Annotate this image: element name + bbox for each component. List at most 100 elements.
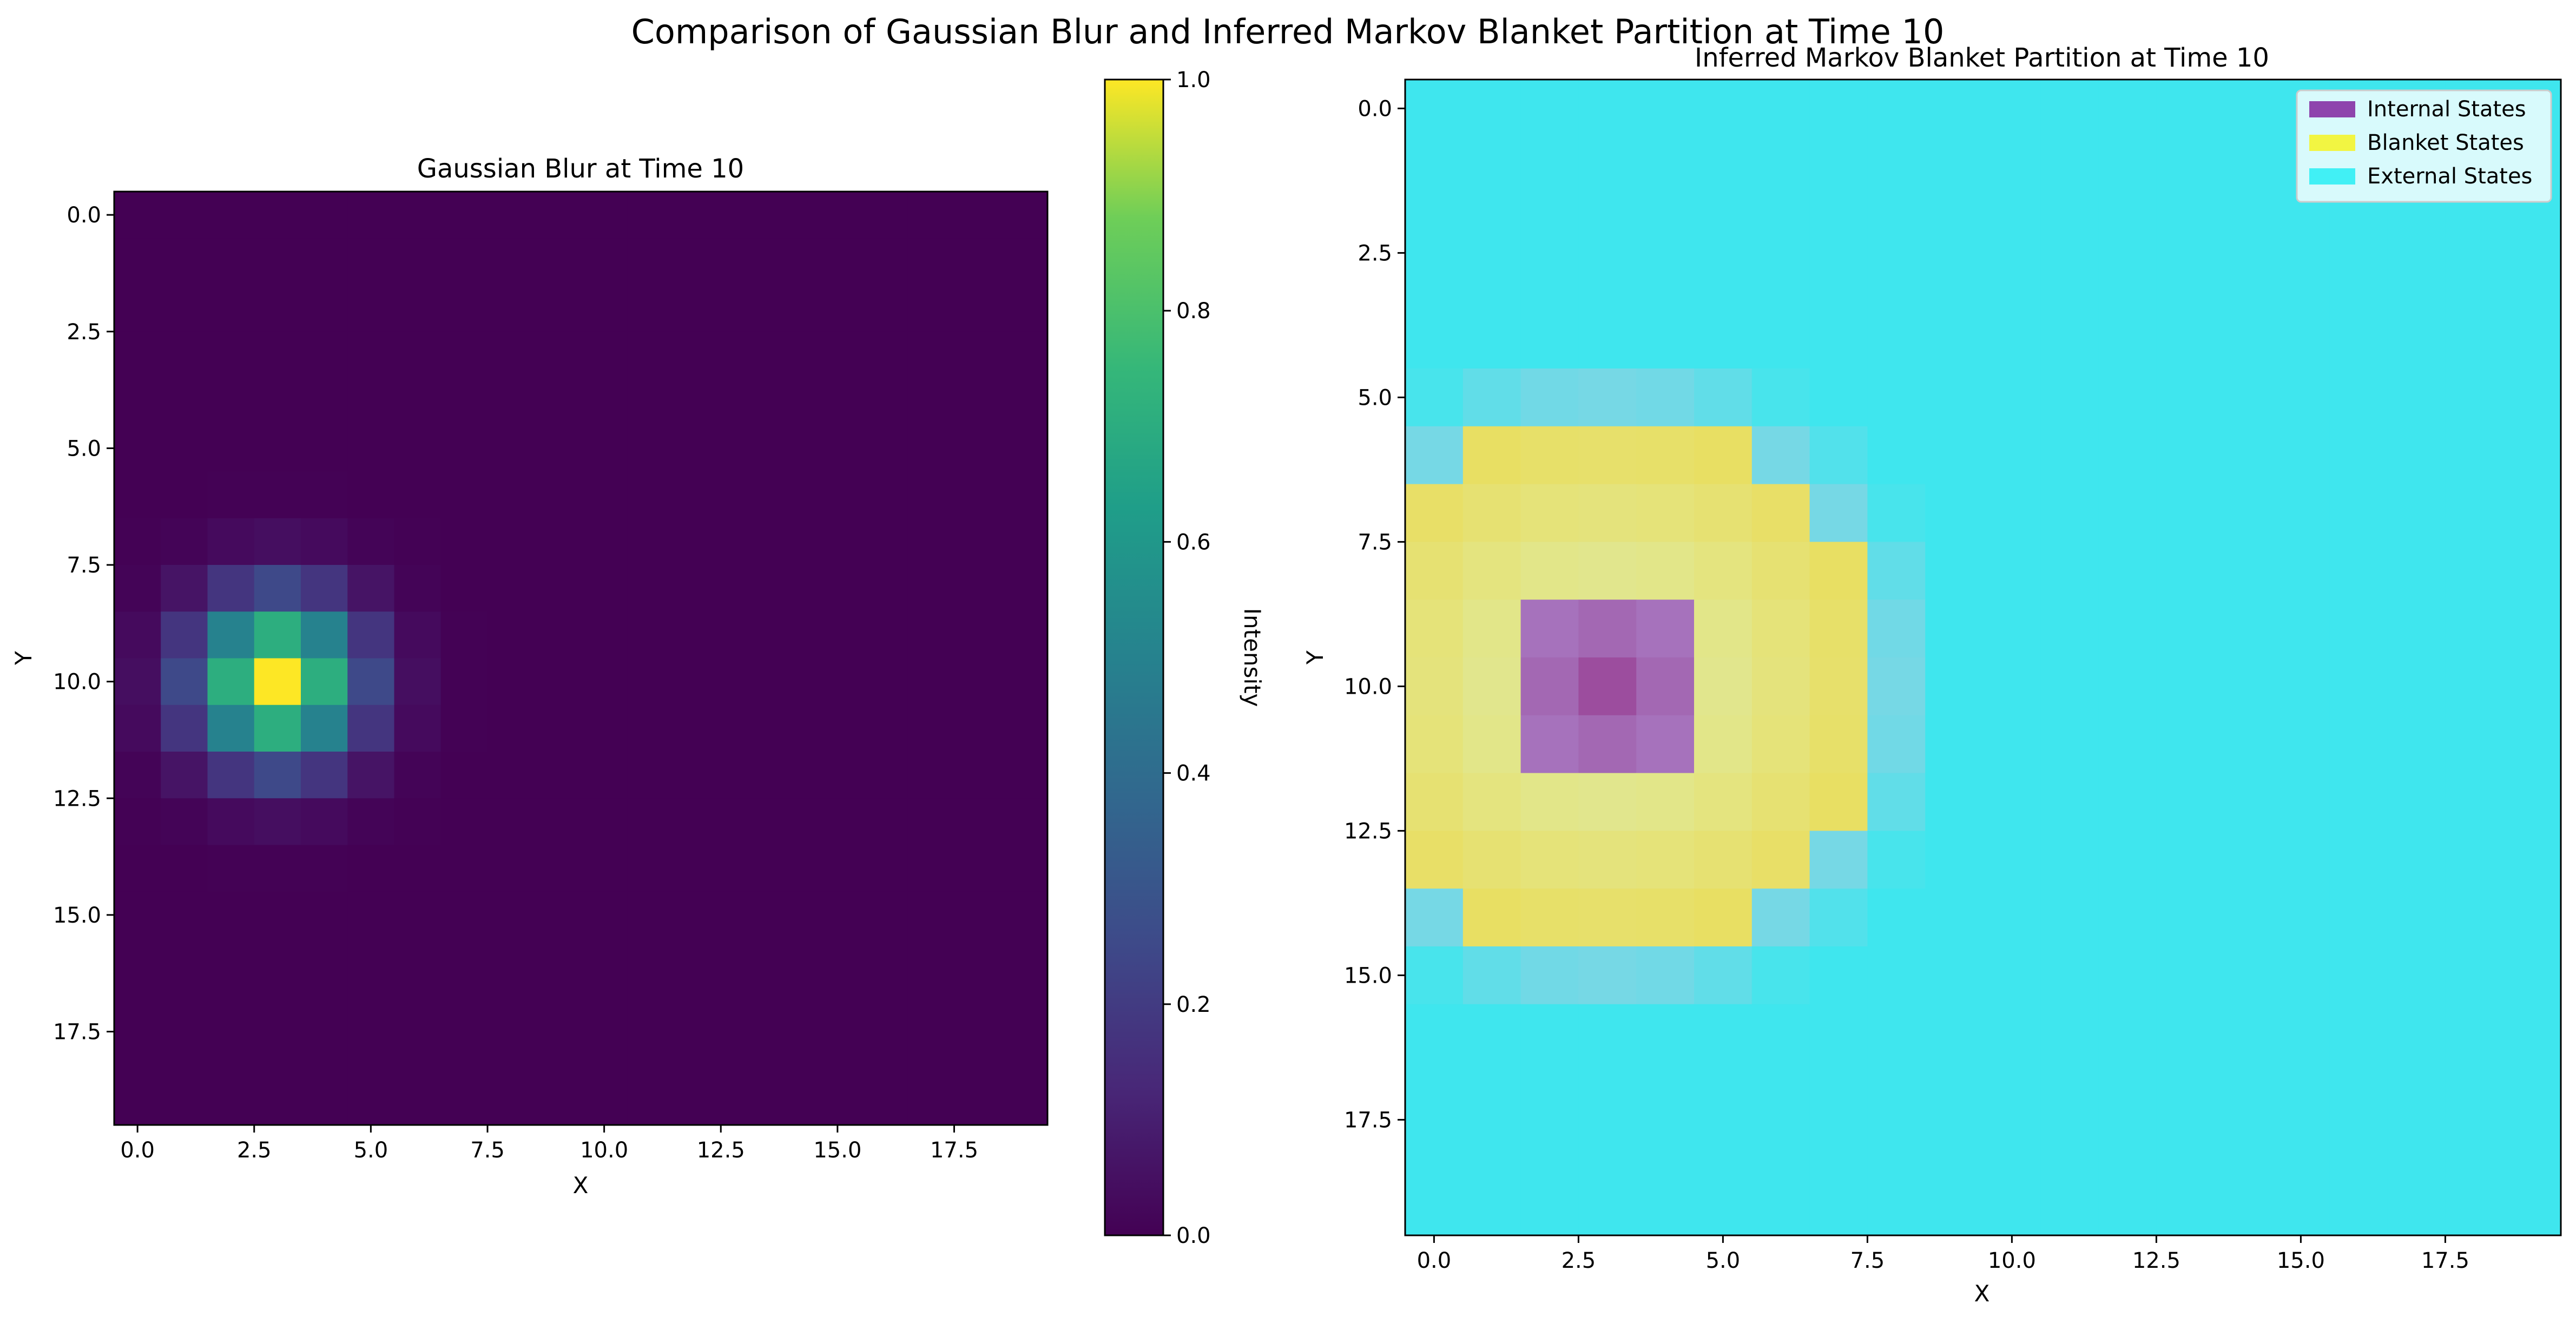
partition-cell <box>2272 1004 2330 1063</box>
partition-cell <box>1983 137 2041 196</box>
heatmap-cell <box>674 845 721 892</box>
heatmap-cell <box>440 611 488 659</box>
y-tick-label: 10.0 <box>53 670 101 695</box>
partition-cell <box>1925 600 1984 658</box>
partition-cell <box>1751 773 1810 831</box>
partition-cell <box>2329 368 2388 427</box>
heatmap-cell <box>487 938 535 985</box>
heatmap-cell <box>581 518 628 565</box>
heatmap-cell <box>627 518 675 565</box>
legend: Internal States Blanket States External … <box>2296 89 2552 203</box>
partition-cell <box>1405 542 1464 600</box>
partition-cell <box>1867 253 1926 311</box>
heatmap-cell <box>954 938 1002 985</box>
heatmap-cell <box>487 518 535 565</box>
partition-cell <box>1809 1177 1868 1236</box>
heatmap-cell <box>627 705 675 752</box>
partition-cell <box>1751 80 1810 138</box>
partition-cell <box>1809 1120 1868 1178</box>
partition-cell <box>2503 195 2561 253</box>
heatmap-cell <box>534 985 582 1032</box>
partition-cell <box>1751 715 1810 774</box>
partition-cell <box>2329 657 2388 716</box>
partition-cell <box>1983 888 2041 947</box>
partition-cell <box>1520 831 1579 889</box>
heatmap-cell <box>627 891 675 939</box>
y-tick-label: 2.5 <box>67 320 101 345</box>
partition-cell <box>1983 542 2041 600</box>
partition-cell <box>1462 368 1521 427</box>
partition-cell <box>2445 542 2503 600</box>
partition-cell <box>2040 715 2099 774</box>
partition-cell <box>1867 1177 1926 1236</box>
partition-cell <box>2214 1177 2272 1236</box>
heatmap-cell <box>767 798 815 846</box>
heatmap-cell <box>440 192 488 239</box>
heatmap-cell <box>394 752 442 799</box>
heatmap-cell <box>347 238 395 286</box>
heatmap-cell <box>254 658 301 706</box>
heatmap-cell <box>207 938 255 985</box>
heatmap-cell <box>534 331 582 379</box>
heatmap-cell <box>767 285 815 332</box>
partition-cell <box>2040 1004 2099 1063</box>
heatmap-cell <box>861 565 908 612</box>
heatmap-cell <box>487 845 535 892</box>
partition-cell <box>1751 600 1810 658</box>
heatmap-cell <box>487 378 535 425</box>
heatmap-cell <box>114 331 161 379</box>
partition-cell <box>2503 253 2561 311</box>
heatmap-cell <box>394 285 442 332</box>
heatmap-cell <box>907 1031 955 1079</box>
heatmap-cell <box>534 798 582 846</box>
partition-cell <box>1983 195 2041 253</box>
partition-cell <box>1520 368 1579 427</box>
partition-cell <box>1809 773 1868 831</box>
heatmap-cell <box>954 565 1002 612</box>
heatmap-cell <box>721 658 768 706</box>
y-tick-label: 2.5 <box>1358 241 1392 266</box>
partition-cell <box>1983 426 2041 485</box>
partition-cell <box>1694 1004 1753 1063</box>
partition-cell <box>1462 657 1521 716</box>
partition-cell <box>1520 311 1579 369</box>
partition-cell <box>1462 253 1521 311</box>
partition-cell <box>2272 253 2330 311</box>
x-tick-label: 12.5 <box>697 1138 745 1163</box>
partition-cell <box>1520 1120 1579 1178</box>
heatmap-cell <box>207 891 255 939</box>
heatmap-cell <box>161 938 208 985</box>
heatmap-cell <box>627 565 675 612</box>
partition-cell <box>1694 1120 1753 1178</box>
partition-cell <box>1636 80 1695 138</box>
heatmap-cell <box>1000 985 1048 1032</box>
partition-cell <box>1578 368 1637 427</box>
heatmap-cell <box>954 845 1002 892</box>
partition-cell <box>2387 773 2446 831</box>
heatmap-cell <box>954 518 1002 565</box>
partition-cell <box>2214 657 2272 716</box>
heatmap-cell <box>301 238 348 286</box>
gaussian-blur-axes-frame <box>113 190 1049 1126</box>
heatmap-cell <box>347 471 395 519</box>
heatmap-cell <box>301 565 348 612</box>
heatmap-cell <box>627 658 675 706</box>
partition-cell <box>2040 195 2099 253</box>
heatmap-cell <box>534 565 582 612</box>
heatmap-cell <box>440 798 488 846</box>
partition-cell <box>2214 542 2272 600</box>
heatmap-cell <box>207 192 255 239</box>
heatmap-cell <box>814 891 861 939</box>
heatmap-cell <box>954 238 1002 286</box>
partition-cell <box>2503 1177 2561 1236</box>
partition-cell <box>2387 1120 2446 1178</box>
partition-cell <box>2040 657 2099 716</box>
heatmap-cell <box>907 1078 955 1125</box>
partition-cell <box>2098 426 2157 485</box>
heatmap-cell <box>907 192 955 239</box>
partition-cell <box>1809 311 1868 369</box>
partition-cell <box>1809 253 1868 311</box>
partition-cell <box>1983 1062 2041 1120</box>
partition-cell <box>1405 1004 1464 1063</box>
heatmap-cell <box>581 845 628 892</box>
